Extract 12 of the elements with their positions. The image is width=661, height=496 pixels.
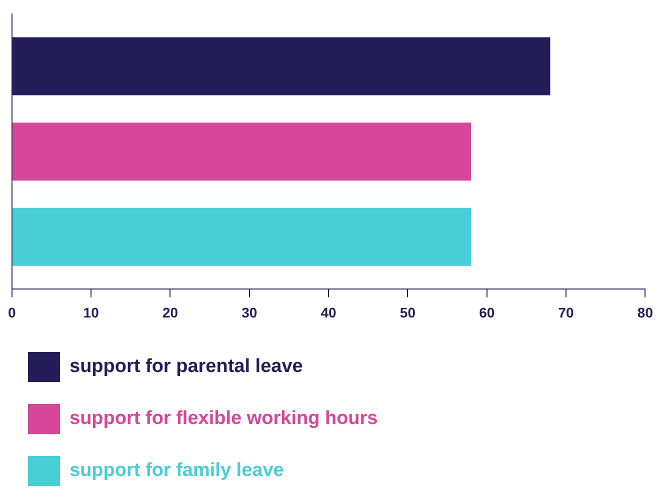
legend-label: support for family leave — [70, 460, 284, 482]
x-tick-label: 50 — [400, 304, 416, 320]
legend-label: support for flexible working hours — [70, 408, 378, 430]
x-tick-label: 40 — [320, 304, 337, 320]
legend-label: support for parental leave — [70, 356, 303, 378]
x-tick-label: 30 — [242, 304, 258, 320]
x-tick-label: 60 — [479, 304, 495, 320]
x-tick-label: 10 — [83, 304, 100, 320]
x-tick-label: 80 — [637, 304, 654, 320]
x-tick-label: 70 — [558, 304, 574, 320]
x-tick-label: 0 — [8, 304, 16, 320]
x-tick-label: 20 — [162, 304, 178, 320]
